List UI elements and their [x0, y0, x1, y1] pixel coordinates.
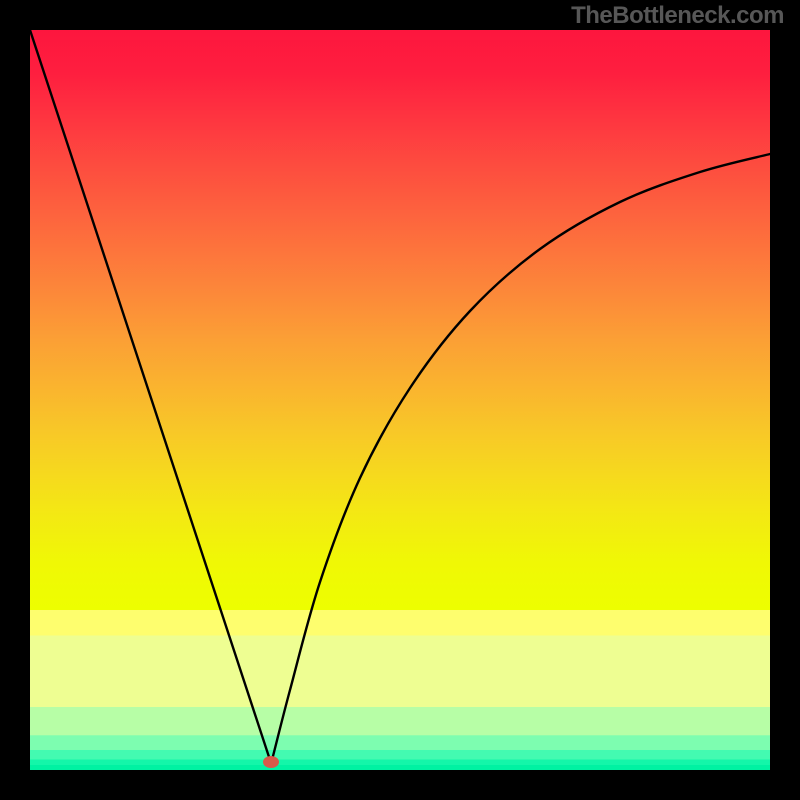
watermark-text: TheBottleneck.com	[571, 2, 784, 30]
minimum-marker	[263, 756, 279, 768]
plot-background	[30, 30, 770, 770]
bottleneck-chart	[0, 0, 800, 800]
chart-container: TheBottleneck.com	[0, 0, 800, 800]
